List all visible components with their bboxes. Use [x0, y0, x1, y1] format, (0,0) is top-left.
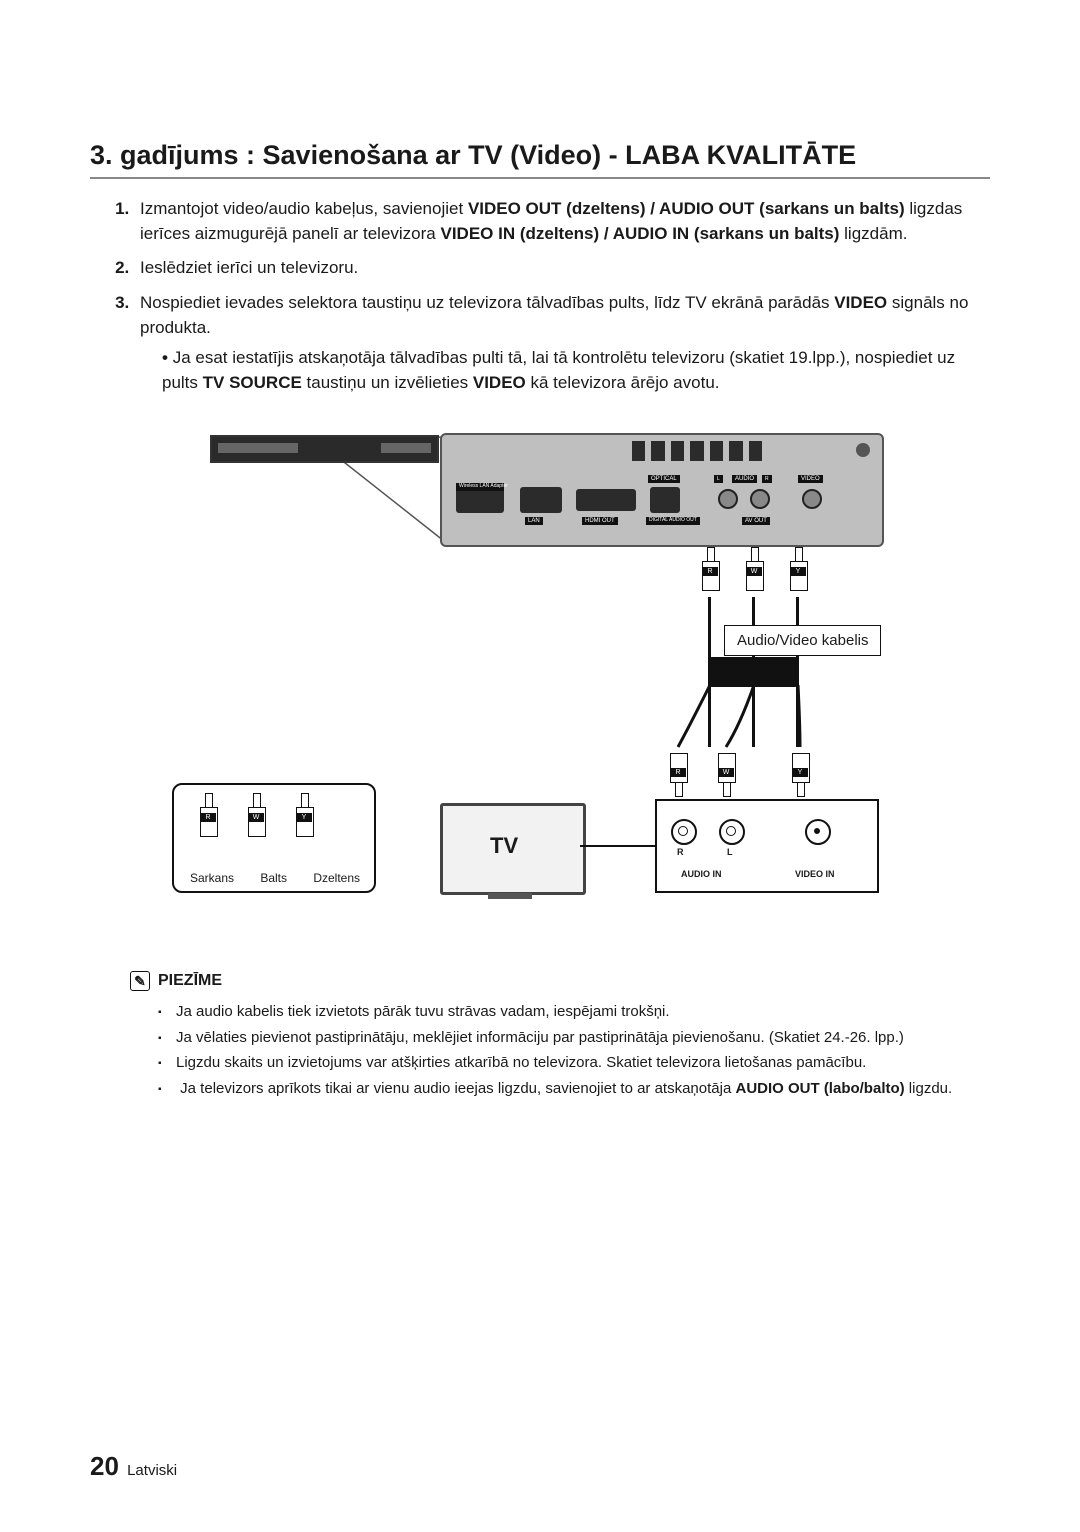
plug-w-top: W — [744, 547, 764, 597]
screw-icon — [856, 443, 870, 457]
step-1: Izmantojot video/audio kabeļus, savienoj… — [134, 197, 990, 246]
step3s-p: kā televizora ārējo avotu. — [526, 373, 720, 392]
optical-port-icon — [650, 487, 680, 513]
notes-list: Ja audio kabelis tiek izvietots pārāk tu… — [158, 999, 990, 1101]
legend-plug-y: Y — [294, 793, 314, 843]
audio-label: AUDIO — [732, 475, 757, 483]
step3s-b1: TV SOURCE — [203, 373, 302, 392]
note-header: ✎ PIEZĪME — [130, 971, 990, 991]
step-2: Ieslēdziet ierīci un televizoru. — [134, 256, 990, 281]
hdmi-label: HDMI OUT — [582, 517, 618, 525]
step3-sub: Ja esat iestatījis atskaņotāja tālvadība… — [162, 346, 990, 395]
tv-audio-r-jack-icon — [671, 819, 697, 845]
vent-icon — [632, 441, 762, 461]
tv-video-jack-icon — [805, 819, 831, 845]
dao-label: DIGITAL AUDIO OUT — [646, 517, 700, 525]
video-jack-icon — [802, 489, 822, 509]
tv-audioin-label: AUDIO IN — [681, 869, 722, 879]
audio-l-letter: L — [714, 475, 723, 483]
tv-input-panel: R L AUDIO IN VIDEO IN — [655, 799, 879, 893]
manual-page: 3. gadījums : Savienošana ar TV (Video) … — [0, 0, 1080, 1532]
top-plugs: R W Y — [700, 547, 808, 597]
cable-bundle — [708, 657, 799, 687]
page-footer: 20 Latviski — [90, 1451, 177, 1482]
connection-diagram: Wireless LAN Adapter LAN HDMI OUT OPTICA… — [160, 425, 920, 945]
step3-sublist: Ja esat iestatījis atskaņotāja tālvadība… — [140, 346, 990, 395]
step3s-b2: VIDEO — [473, 373, 526, 392]
step1-text-c: ligzdām. — [839, 224, 907, 243]
lan-port-icon — [520, 487, 562, 513]
note-icon: ✎ — [130, 971, 150, 991]
tv-label: TV — [490, 833, 518, 859]
step1-text-a: Izmantojot video/audio kabeļus, savienoj… — [140, 199, 468, 218]
step3s-m: taustiņu un izvēlieties — [302, 373, 473, 392]
plug-r-top: R — [700, 547, 720, 597]
section-title: 3. gadījums : Savienošana ar TV (Video) … — [90, 140, 990, 179]
player-front-icon — [210, 435, 439, 463]
legend-r-name: Sarkans — [190, 871, 234, 885]
optical-label: OPTICAL — [648, 475, 680, 483]
av-cable-label: Audio/Video kabelis — [724, 625, 881, 656]
note4-a: Ja televizors aprīkots tikai ar vienu au… — [180, 1080, 735, 1097]
cable-split — [660, 685, 820, 755]
note-2: Ja vēlaties pievienot pastiprinātāju, me… — [158, 1025, 990, 1051]
legend-plug-r: R — [198, 793, 218, 843]
note-title: PIEZĪME — [158, 972, 222, 990]
step3-text-a: Nospiediet ievades selektora taustiņu uz… — [140, 293, 834, 312]
hdmi-port-icon — [576, 489, 636, 511]
page-language: Latviski — [127, 1462, 177, 1479]
audio-r-letter: R — [762, 475, 772, 483]
legend-y-name: Dzeltens — [313, 871, 360, 885]
player-rear-panel: Wireless LAN Adapter LAN HDMI OUT OPTICA… — [440, 433, 884, 547]
step1-bold-a: VIDEO OUT (dzeltens) / AUDIO OUT (sarkan… — [468, 199, 905, 218]
avout-label: AV OUT — [742, 517, 770, 525]
legend-plug-w: W — [246, 793, 266, 843]
step-3: Nospiediet ievades selektora taustiņu uz… — [134, 291, 990, 396]
legend-w-name: Balts — [260, 871, 287, 885]
note-3: Ligzdu skaits un izvietojums var atšķirt… — [158, 1050, 990, 1076]
tv-icon: TV — [440, 803, 580, 903]
note-1: Ja audio kabelis tiek izvietots pārāk tu… — [158, 999, 990, 1025]
step3-bold-a: VIDEO — [834, 293, 887, 312]
note4-b: AUDIO OUT (labo/balto) — [735, 1080, 904, 1097]
plug-color-legend: R W Y Sarkans Balts Dzeltens — [172, 783, 376, 893]
instruction-list: Izmantojot video/audio kabeļus, savienoj… — [90, 197, 990, 395]
tv-stand-icon — [488, 893, 532, 899]
lan-label: LAN — [525, 517, 543, 525]
audio-r-jack-icon — [750, 489, 770, 509]
video-label: VIDEO — [798, 475, 823, 483]
wlan-label: Wireless LAN Adapter — [456, 483, 504, 491]
step1-bold-b: VIDEO IN (dzeltens) / AUDIO IN (sarkans … — [440, 224, 839, 243]
tv-link-line — [580, 845, 655, 847]
audio-l-jack-icon — [718, 489, 738, 509]
plug-y-top: Y — [788, 547, 808, 597]
tv-videoin-label: VIDEO IN — [795, 869, 835, 879]
tv-l-letter: L — [727, 847, 733, 857]
note4-c: ligzdu. — [905, 1080, 953, 1097]
note-4: Ja televizors aprīkots tikai ar vienu au… — [158, 1076, 990, 1102]
page-number: 20 — [90, 1451, 119, 1481]
tv-audio-l-jack-icon — [719, 819, 745, 845]
tv-r-letter: R — [677, 847, 684, 857]
